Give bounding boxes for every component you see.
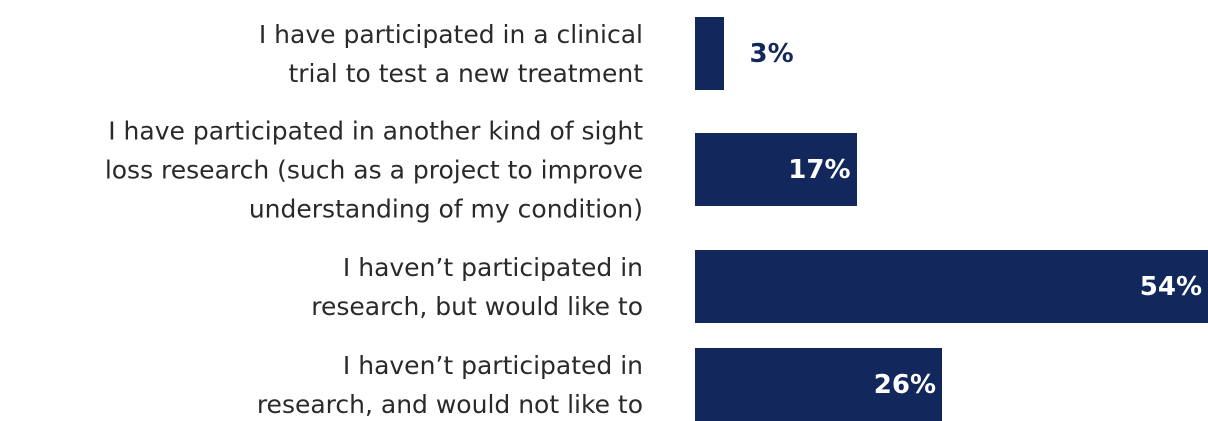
bar <box>695 250 1208 323</box>
bar <box>695 133 857 206</box>
bar <box>695 348 942 421</box>
value-label: 17% <box>788 154 851 185</box>
category-label: I have participated in a clinical trial … <box>258 19 643 88</box>
bar <box>695 17 724 90</box>
category-label: I have participated in another kind of s… <box>104 116 643 223</box>
category-label: I haven’t participated in research, but … <box>311 252 643 321</box>
value-label: 26% <box>873 369 936 400</box>
category-label: I haven’t participated in research, and … <box>256 350 643 419</box>
value-label: 54% <box>1139 271 1202 302</box>
value-label: 3% <box>749 38 794 69</box>
